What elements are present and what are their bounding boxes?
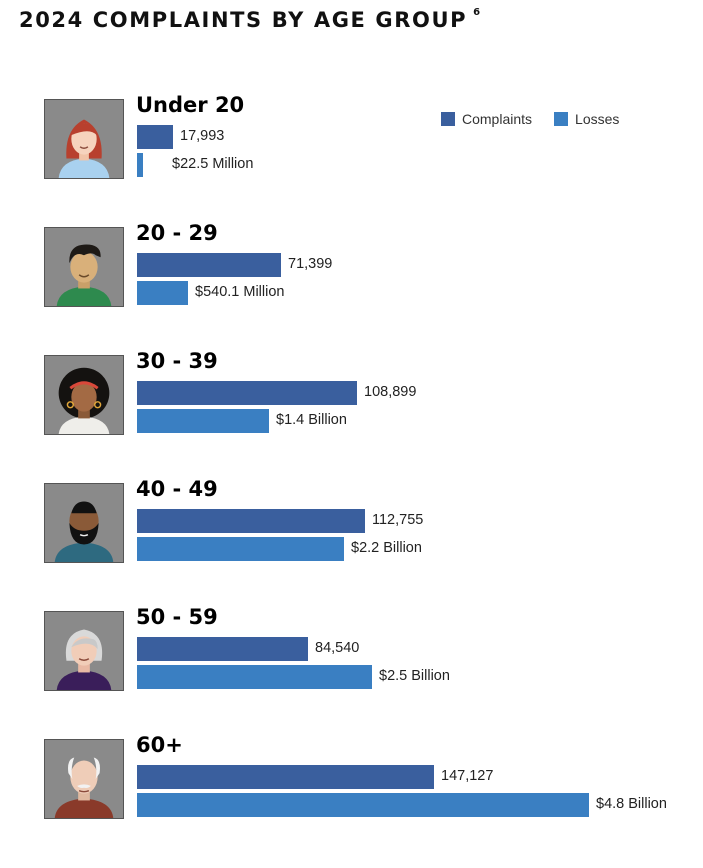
age-group-row: 50 - 59 84,540 $2.5 Billion: [0, 605, 703, 711]
losses-bar: [137, 665, 372, 689]
elderly-man-icon: [44, 739, 124, 819]
complaints-value-label: 17,993: [180, 128, 225, 144]
complaints-bar: [137, 637, 308, 661]
losses-value-label: $4.8 Billion: [596, 796, 667, 812]
losses-bar: [137, 409, 269, 433]
young-man-icon: [44, 227, 124, 307]
age-group-row: 20 - 29 71,399 $540.1 Million: [0, 221, 703, 327]
complaints-value-label: 112,755: [372, 512, 424, 528]
complaints-bar: [137, 765, 434, 789]
losses-bar: [137, 793, 589, 817]
losses-bar: [137, 281, 188, 305]
age-group-row: 30 - 39 108,899 $1.4 Billion: [0, 349, 703, 455]
age-group-label: Under 20: [136, 93, 245, 117]
legend-item-losses: Losses: [554, 111, 619, 127]
complaints-value-label: 147,127: [441, 768, 494, 784]
age-group-label: 60+: [136, 733, 183, 757]
losses-value-label: $2.2 Billion: [351, 540, 422, 556]
losses-value-label: $1.4 Billion: [276, 412, 347, 428]
bearded-man-icon: [44, 483, 124, 563]
complaints-value-label: 108,899: [364, 384, 417, 400]
age-group-label: 40 - 49: [136, 477, 218, 501]
complaints-bar: [137, 253, 281, 277]
legend-label-complaints: Complaints: [462, 111, 533, 127]
page-title: 2024 COMPLAINTS BY AGE GROUP 6: [19, 7, 481, 32]
age-group-row: Under 20 17,993 $22.5 Million: [0, 93, 703, 199]
legend-label-losses: Losses: [575, 111, 620, 127]
legend-swatch-losses: [554, 112, 569, 126]
gray-haired-woman-icon: [44, 611, 124, 691]
age-group-row: 40 - 49 112,755 $2.2 Billion: [0, 477, 703, 583]
age-group-label: 50 - 59: [136, 605, 218, 629]
complaints-bar: [137, 381, 357, 405]
young-woman-icon: [44, 99, 124, 179]
complaints-bar: [137, 509, 365, 533]
losses-bar: [137, 537, 344, 561]
age-group-label: 30 - 39: [136, 349, 218, 373]
losses-value-label: $22.5 Million: [172, 156, 254, 172]
age-group-label: 20 - 29: [136, 221, 218, 245]
complaints-value-label: 71,399: [288, 256, 333, 272]
legend: Complaints Losses: [441, 111, 641, 127]
woman-headband-icon: [44, 355, 124, 435]
legend-item-complaints: Complaints: [441, 111, 532, 127]
losses-value-label: $540.1 Million: [195, 284, 285, 300]
footnote-marker: 6: [473, 7, 481, 18]
age-group-row: 60+ 147,127 $4.8 Billion: [0, 733, 703, 839]
complaints-bar: [137, 125, 173, 149]
losses-value-label: $2.5 Billion: [379, 668, 450, 684]
complaints-value-label: 84,540: [315, 640, 360, 656]
legend-swatch-complaints: [441, 112, 455, 126]
losses-bar: [137, 153, 143, 177]
